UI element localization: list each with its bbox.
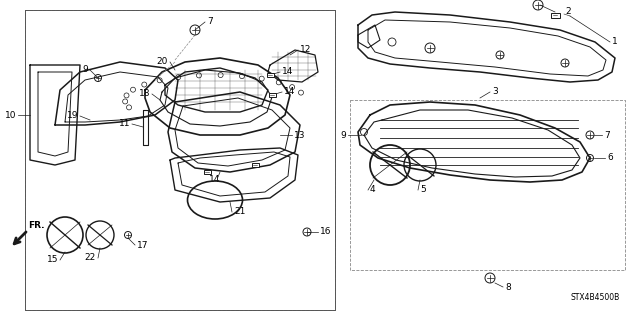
Text: 1: 1 bbox=[612, 37, 618, 46]
Text: 9: 9 bbox=[83, 66, 88, 75]
Text: 13: 13 bbox=[294, 131, 305, 140]
Text: 21: 21 bbox=[234, 207, 245, 217]
Text: 10: 10 bbox=[4, 110, 16, 119]
Bar bbox=[269, 93, 275, 97]
Text: 4: 4 bbox=[370, 186, 376, 195]
Text: 3: 3 bbox=[492, 87, 498, 97]
Text: 18: 18 bbox=[138, 90, 150, 99]
Text: STX4B4500B: STX4B4500B bbox=[571, 293, 620, 302]
Text: 16: 16 bbox=[320, 228, 332, 236]
Text: 20: 20 bbox=[157, 58, 168, 67]
Text: 6: 6 bbox=[607, 154, 612, 163]
Bar bbox=[204, 170, 211, 174]
Text: 17: 17 bbox=[137, 241, 148, 250]
Text: 7: 7 bbox=[207, 18, 212, 27]
Text: 2: 2 bbox=[565, 7, 571, 17]
Text: 5: 5 bbox=[420, 186, 426, 195]
Text: 14: 14 bbox=[209, 175, 221, 185]
Text: 12: 12 bbox=[300, 45, 312, 54]
Text: 14: 14 bbox=[282, 68, 293, 76]
Text: 7: 7 bbox=[604, 131, 610, 140]
Bar bbox=[266, 73, 273, 77]
Bar bbox=[550, 12, 559, 18]
Text: 14: 14 bbox=[284, 87, 296, 97]
Text: 8: 8 bbox=[505, 283, 511, 292]
Text: 15: 15 bbox=[47, 255, 58, 265]
Text: 19: 19 bbox=[67, 111, 78, 121]
Text: 7: 7 bbox=[543, 0, 548, 3]
Text: 9: 9 bbox=[340, 131, 346, 140]
Text: FR.: FR. bbox=[28, 221, 45, 230]
Text: 11: 11 bbox=[118, 119, 130, 129]
Bar bbox=[252, 163, 259, 167]
Text: 22: 22 bbox=[84, 253, 96, 262]
